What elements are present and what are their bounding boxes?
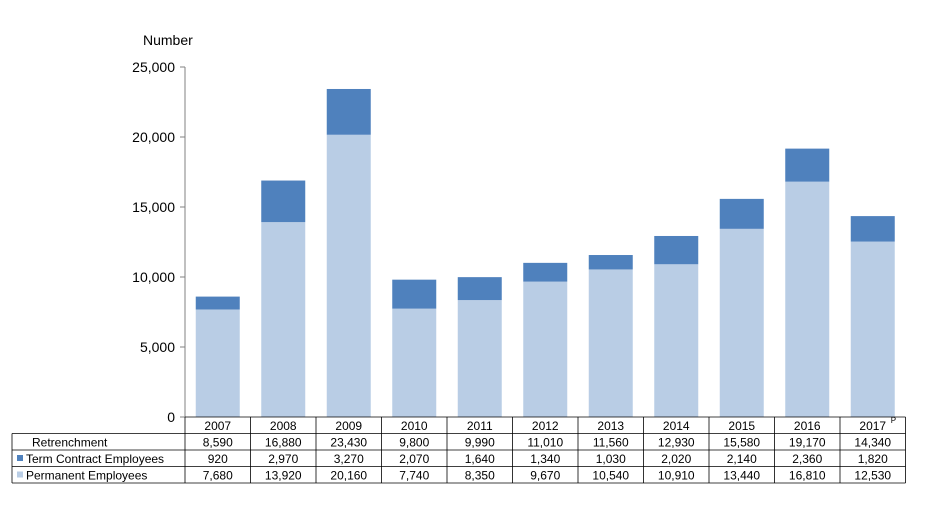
- x-tick-label: 2012: [532, 419, 559, 433]
- legend-label-term-contract: Term Contract Employees: [26, 452, 164, 466]
- data-label-retrenchment: 9,800: [399, 436, 429, 450]
- bar-permanent-2017: [850, 241, 895, 417]
- data-label-retrenchment: 16,880: [265, 436, 302, 450]
- bar-permanent-2011: [457, 300, 502, 417]
- bar-term-contract-2011: [457, 277, 502, 301]
- y-tick-label: 10,000: [132, 269, 175, 285]
- data-label-retrenchment: 12,930: [658, 436, 695, 450]
- data-label-term-contract: 2,020: [661, 452, 691, 466]
- data-label-retrenchment: 11,560: [593, 436, 629, 450]
- data-label-permanent: 8,350: [465, 469, 495, 483]
- x-tick-label: 2007: [204, 419, 231, 433]
- bar-term-contract-2009: [326, 88, 371, 135]
- data-label-permanent: 13,440: [723, 469, 760, 483]
- data-label-permanent: 10,540: [592, 469, 629, 483]
- bar-permanent-2007: [195, 309, 240, 417]
- bar-permanent-2010: [392, 308, 437, 417]
- x-tick-label: 2009: [335, 419, 362, 433]
- data-label-permanent: 10,910: [658, 469, 695, 483]
- data-label-retrenchment: 8,590: [203, 436, 233, 450]
- data-label-term-contract: 3,270: [334, 452, 364, 466]
- data-label-term-contract: 2,360: [792, 452, 822, 466]
- x-tick-label: 2014: [663, 419, 690, 433]
- bar-permanent-2013: [588, 269, 633, 417]
- x-tick-label: 2015: [728, 419, 755, 433]
- data-label-permanent: 13,920: [265, 469, 302, 483]
- data-label-term-contract: 1,640: [465, 452, 495, 466]
- data-label-term-contract: 920: [208, 452, 228, 466]
- data-label-retrenchment: 9,990: [465, 436, 495, 450]
- bar-term-contract-2008: [261, 180, 306, 223]
- bar-term-contract-2007: [195, 296, 240, 310]
- y-tick-label: 5,000: [140, 339, 175, 355]
- y-tick-label: 25,000: [132, 59, 175, 75]
- bar-permanent-2014: [654, 264, 699, 417]
- data-label-term-contract: 2,070: [399, 452, 429, 466]
- x-tick-label: 2008: [270, 419, 297, 433]
- data-label-term-contract: 2,140: [727, 452, 757, 466]
- legend-swatch-permanent: [17, 471, 23, 478]
- bar-term-contract-2017: [850, 216, 895, 242]
- bar-permanent-2016: [785, 181, 830, 417]
- bar-permanent-2009: [326, 134, 371, 417]
- y-tick-label: 0: [167, 409, 175, 425]
- bar-term-contract-2012: [523, 262, 568, 282]
- data-label-permanent: 7,680: [203, 469, 233, 483]
- x-tick-label: 2016: [794, 419, 821, 433]
- data-label-permanent: 9,670: [530, 469, 560, 483]
- x-tick-label: 2017: [859, 419, 886, 433]
- bar-permanent-2012: [523, 281, 568, 417]
- bar-term-contract-2010: [392, 279, 437, 309]
- legend-label-retrenchment: Retrenchment: [32, 436, 108, 450]
- legend-label-permanent: Permanent Employees: [26, 469, 147, 483]
- data-label-retrenchment: 15,580: [723, 436, 760, 450]
- data-table: 2007 2008 2009 2010 2011 2012 2013 2014 2015 2016…: [11, 416, 906, 484]
- y-axis: 0 5,000 10,000 15,000 20,000 25,000: [132, 59, 186, 425]
- y-axis-label: Number: [143, 32, 193, 48]
- data-label-permanent: 12,530: [854, 469, 891, 483]
- data-label-term-contract: 2,970: [268, 452, 298, 466]
- data-label-retrenchment: 19,170: [789, 436, 826, 450]
- bar-term-contract-2013: [588, 255, 633, 270]
- x-tick-label: 2010: [401, 419, 428, 433]
- x-tick-label: 2013: [597, 419, 624, 433]
- data-label-permanent: 20,160: [330, 469, 367, 483]
- legend-swatch-term-contract: [17, 455, 23, 461]
- data-label-term-contract: 1,030: [596, 452, 626, 466]
- data-label-retrenchment: 11,010: [527, 436, 563, 450]
- data-label-permanent: 16,810: [789, 469, 826, 483]
- bars-layer: [195, 88, 895, 417]
- x-tick-superscript: P: [891, 416, 896, 425]
- bar-term-contract-2016: [785, 148, 830, 182]
- data-label-term-contract: 1,820: [858, 452, 888, 466]
- bar-term-contract-2014: [654, 235, 699, 265]
- bar-term-contract-2015: [719, 198, 764, 229]
- y-tick-label: 15,000: [132, 199, 175, 215]
- data-label-permanent: 7,740: [399, 469, 429, 483]
- y-tick-label: 20,000: [132, 129, 175, 145]
- bar-permanent-2015: [719, 228, 764, 417]
- x-tick-label: 2011: [467, 419, 493, 433]
- data-label-retrenchment: 23,430: [330, 436, 367, 450]
- data-label-term-contract: 1,340: [530, 452, 560, 466]
- bar-permanent-2008: [261, 222, 306, 417]
- data-label-retrenchment: 14,340: [854, 436, 891, 450]
